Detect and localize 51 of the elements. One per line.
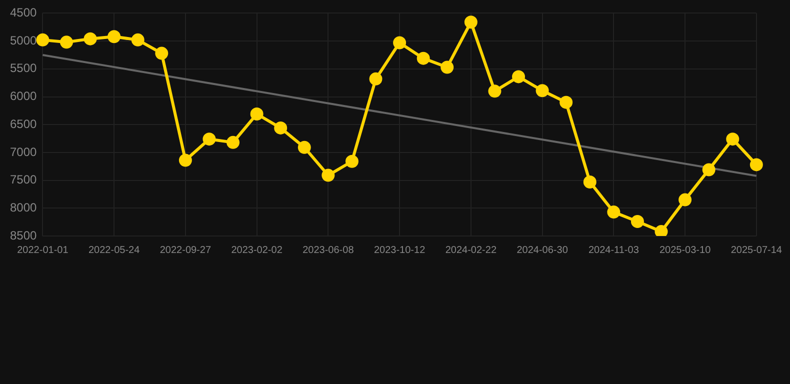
y-tick-label: 8500 xyxy=(10,228,38,242)
point xyxy=(36,33,50,46)
y-tick-label: 6000 xyxy=(10,89,38,104)
point xyxy=(369,72,382,86)
y-tick-label: 7000 xyxy=(10,144,38,159)
point xyxy=(536,84,549,98)
x-tick-label: 2022-09-27 xyxy=(160,244,212,256)
point xyxy=(393,36,406,50)
point xyxy=(464,16,478,29)
x-tick-label: 2023-10-12 xyxy=(374,244,426,256)
point xyxy=(416,52,430,65)
y-tick-label: 8000 xyxy=(10,200,38,214)
point xyxy=(108,30,121,44)
point xyxy=(226,136,240,149)
y-tick-label: 7500 xyxy=(10,172,38,187)
point xyxy=(678,193,692,206)
x-tick-label: 2024-02-22 xyxy=(445,244,497,256)
point xyxy=(702,163,716,176)
y-tick-label: 5000 xyxy=(10,33,38,48)
y-tick-label: 4500 xyxy=(10,6,38,20)
point xyxy=(202,132,216,146)
point xyxy=(583,175,596,188)
point xyxy=(607,206,620,219)
y-tick-label: 6500 xyxy=(10,116,38,131)
point xyxy=(60,36,73,49)
x-tick-label: 2023-06-08 xyxy=(302,244,354,256)
point xyxy=(654,225,668,236)
point xyxy=(512,70,526,84)
point xyxy=(345,154,358,168)
point xyxy=(155,46,168,60)
point xyxy=(560,96,573,109)
x-tick-label: 2022-05-24 xyxy=(88,244,140,256)
point xyxy=(274,121,288,134)
point xyxy=(322,168,335,182)
point xyxy=(250,108,264,121)
y-tick-label: 5500 xyxy=(10,61,38,76)
x-tick-label: 2024-06-30 xyxy=(516,244,568,256)
point xyxy=(298,140,311,154)
x-tick-label: 2022-01-01 xyxy=(17,244,69,256)
point xyxy=(131,33,144,46)
x-tick-label: 2024-11-03 xyxy=(588,244,640,256)
x-tick-label: 2023-02-02 xyxy=(231,244,283,256)
point xyxy=(178,154,192,167)
point xyxy=(630,215,644,228)
point xyxy=(84,32,97,46)
point xyxy=(440,60,454,74)
point xyxy=(488,84,502,98)
point xyxy=(750,158,763,172)
x-tick-label: 2025-07-14 xyxy=(730,244,782,256)
x-tick-label: 2025-03-10 xyxy=(659,244,712,256)
point xyxy=(726,132,740,146)
